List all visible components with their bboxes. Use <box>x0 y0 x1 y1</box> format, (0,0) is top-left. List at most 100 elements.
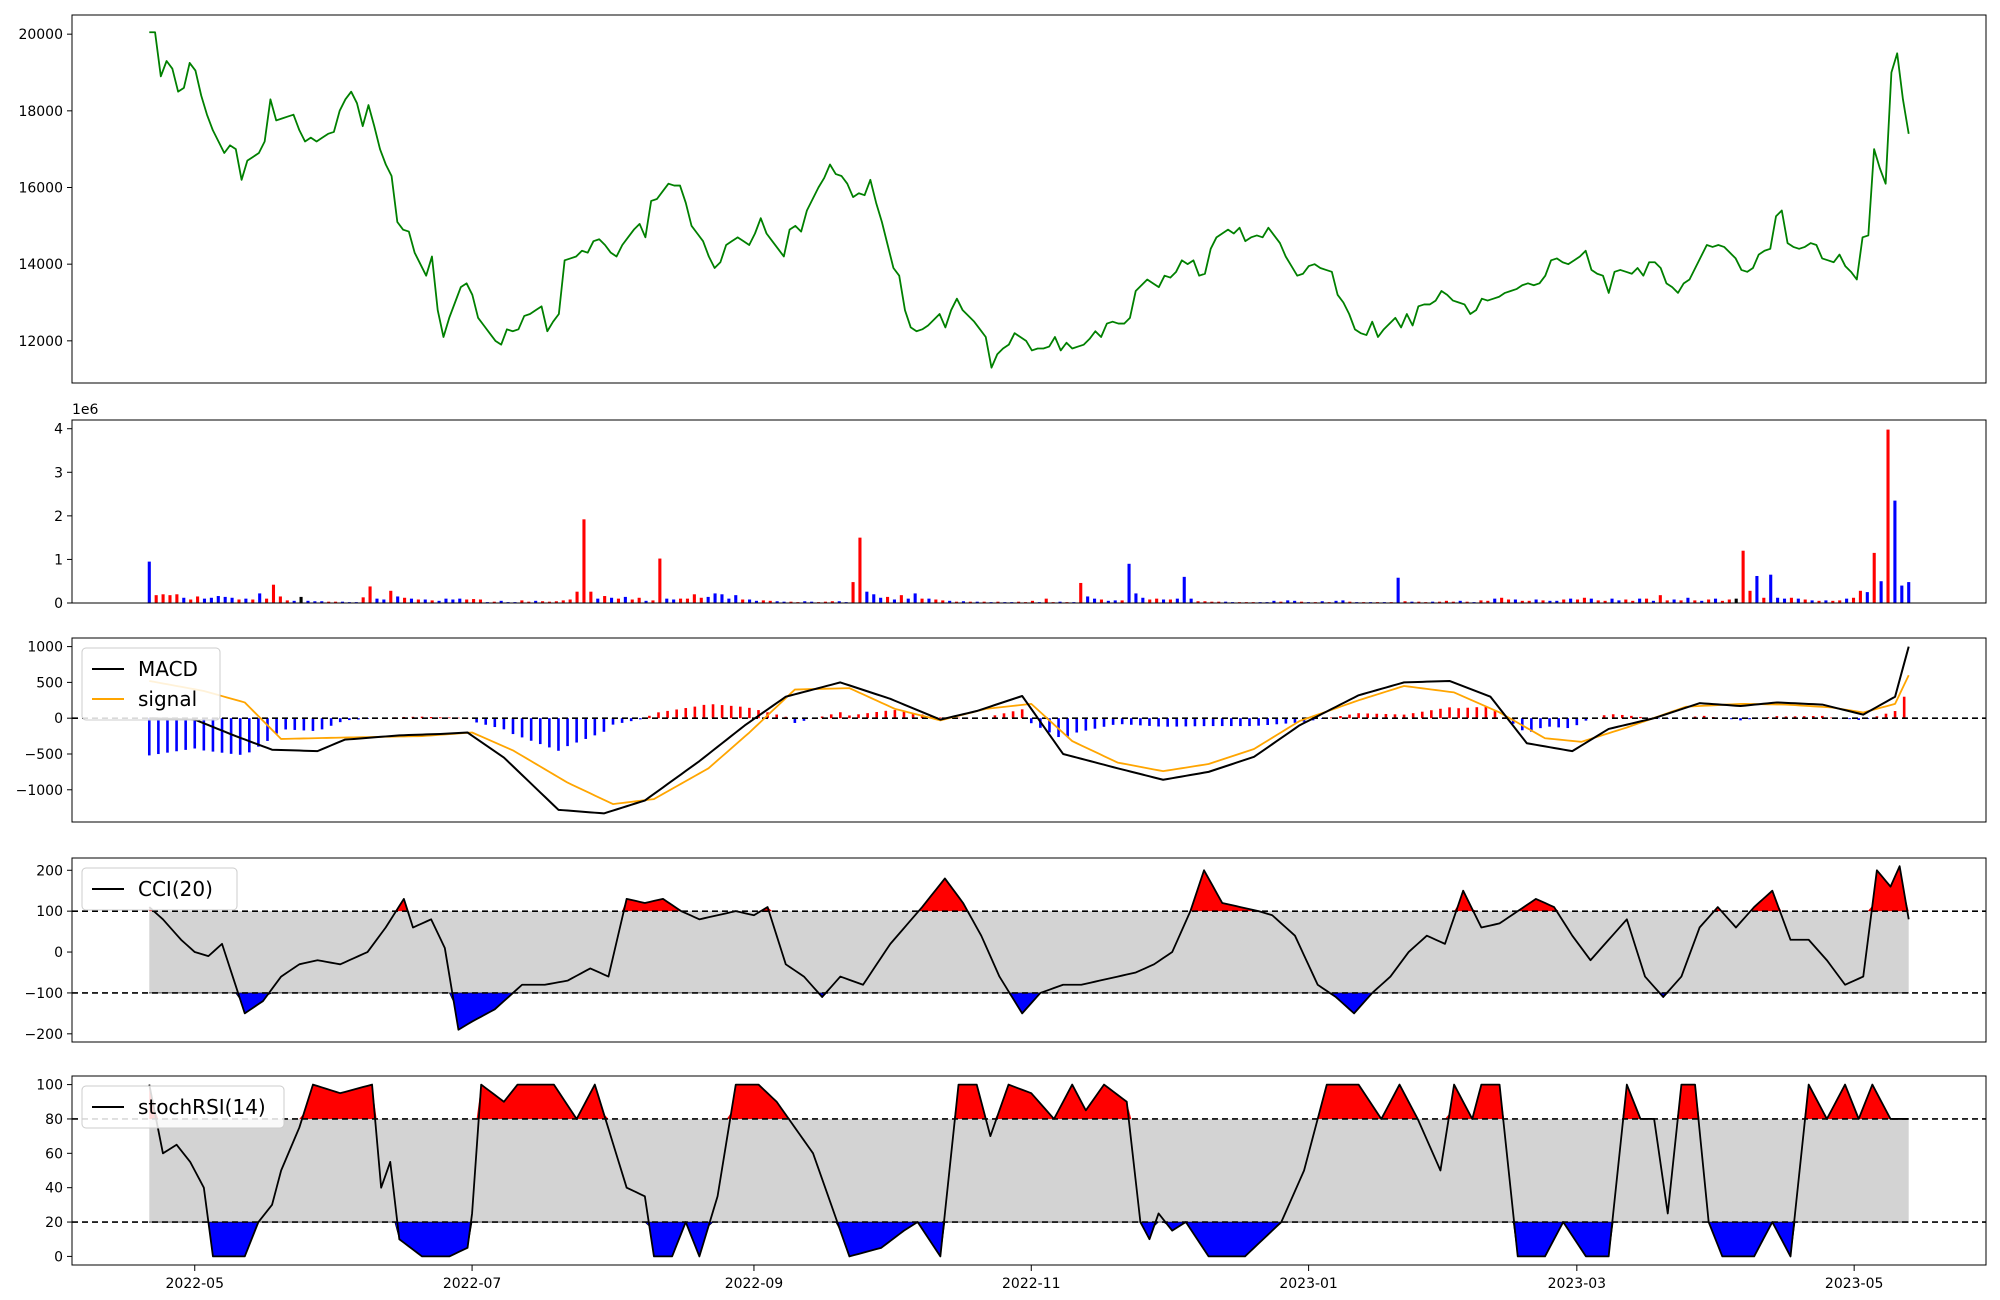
volume-bar <box>472 599 476 603</box>
y-tick-label: −200 <box>25 1027 63 1043</box>
volume-bar <box>1189 598 1193 603</box>
volume-bar <box>499 600 503 603</box>
axes-frame <box>71 637 1987 823</box>
histogram-bar <box>338 718 342 723</box>
histogram-bar <box>1566 718 1570 729</box>
y-tick-label: 3 <box>54 465 63 481</box>
volume-bar <box>403 597 407 603</box>
histogram-bar <box>1148 718 1151 726</box>
histogram-bar <box>611 718 615 725</box>
histogram-bar <box>1293 718 1297 723</box>
x-tick-label: 2022-09 <box>725 1276 784 1292</box>
histogram-bar <box>1557 718 1560 728</box>
volume-bar <box>968 601 972 603</box>
y-tick-label: 100 <box>36 904 63 920</box>
histogram-bar <box>675 709 678 719</box>
histogram-bar <box>1157 718 1160 727</box>
volume-bar <box>161 594 165 603</box>
volume-bar <box>1617 600 1621 603</box>
volume-bar <box>1858 590 1862 603</box>
x-tick-label: 2023-05 <box>1825 1276 1884 1292</box>
volume-bar <box>1727 599 1731 603</box>
overbought-fill <box>149 1084 1909 1119</box>
volume-bar <box>1030 600 1034 603</box>
histogram-bar <box>293 718 297 730</box>
histogram-bar <box>493 718 497 728</box>
volume-bar <box>1451 601 1455 603</box>
volume-bar <box>803 601 807 603</box>
volume-bar <box>451 599 455 603</box>
volume-bar <box>748 599 752 603</box>
histogram-bar <box>593 718 597 736</box>
volume-bar <box>1569 598 1573 603</box>
price-panel: 12000 14000 16000 18000 20000 <box>18 14 1987 384</box>
histogram-bar <box>1748 718 1751 720</box>
histogram-bar <box>602 718 606 732</box>
volume-bar <box>851 582 855 603</box>
histogram-bar <box>1084 718 1088 731</box>
volume-bar <box>568 599 572 603</box>
volume-bar <box>1348 601 1352 603</box>
volume-bar <box>955 601 959 603</box>
legend-label: signal <box>138 687 197 711</box>
volume-bar <box>430 600 434 603</box>
volume-bar <box>147 561 151 603</box>
volume-bar <box>886 596 890 603</box>
histogram-bar <box>902 711 906 719</box>
histogram-bar <box>157 718 160 755</box>
histogram-bar <box>1384 714 1388 719</box>
histogram-bar <box>302 718 306 731</box>
x-tick-label: 2023-03 <box>1548 1276 1607 1292</box>
histogram-bar <box>1739 718 1742 721</box>
histogram-bar <box>284 718 287 730</box>
volume-bar <box>679 598 683 603</box>
volume-bar <box>575 591 579 603</box>
y-tick-label: 16000 <box>18 181 63 197</box>
volume-bar <box>941 600 945 603</box>
histogram-bar <box>1193 718 1197 727</box>
histogram-bar <box>1102 718 1106 727</box>
volume-bar <box>665 598 669 603</box>
legend: stochRSI(14) <box>81 1085 285 1129</box>
histogram-bar <box>866 713 869 719</box>
histogram-bar <box>1048 718 1051 733</box>
stochrsi-panel: 0 20 40 60 80 100 stochRSI(14) <box>36 1075 1987 1266</box>
histogram-bar <box>1620 714 1624 719</box>
volume-bar <box>389 590 393 603</box>
volume-bar <box>1782 598 1787 603</box>
volume-bar <box>775 601 779 603</box>
volume-bar <box>1610 598 1614 603</box>
neutral-band <box>149 911 1909 993</box>
volume-bar <box>899 595 903 603</box>
histogram-bar <box>1784 716 1788 719</box>
histogram-bar <box>1375 713 1379 719</box>
histogram-bar <box>1539 718 1542 729</box>
legend-frame <box>81 647 221 721</box>
oversold-fill <box>149 1221 1909 1258</box>
volume-bar <box>1769 574 1773 603</box>
histogram-bar <box>829 714 833 719</box>
volume-bar <box>547 601 552 603</box>
price-line <box>149 31 1910 369</box>
histogram-bar <box>357 718 360 720</box>
volume-bar <box>1155 598 1159 603</box>
volume-bar <box>789 601 793 603</box>
volume-bar <box>202 598 207 603</box>
volume-bar <box>1148 599 1152 603</box>
volume-bar <box>1120 600 1124 603</box>
histogram-bar <box>1020 709 1024 719</box>
histogram-bar <box>1220 718 1224 727</box>
histogram-bar <box>448 717 451 719</box>
volume-bar <box>975 601 979 603</box>
volume-bar <box>1748 590 1752 603</box>
axes-frame <box>71 419 1987 604</box>
volume-bar <box>699 597 703 603</box>
y-tick-label: 500 <box>36 675 63 691</box>
y-tick-label: 12000 <box>18 334 63 350</box>
volume-bar <box>637 597 641 603</box>
volume-bar <box>1299 601 1304 603</box>
volume-bar <box>1106 600 1110 603</box>
volume-bar <box>1093 598 1097 603</box>
histogram-bar <box>1239 718 1242 727</box>
